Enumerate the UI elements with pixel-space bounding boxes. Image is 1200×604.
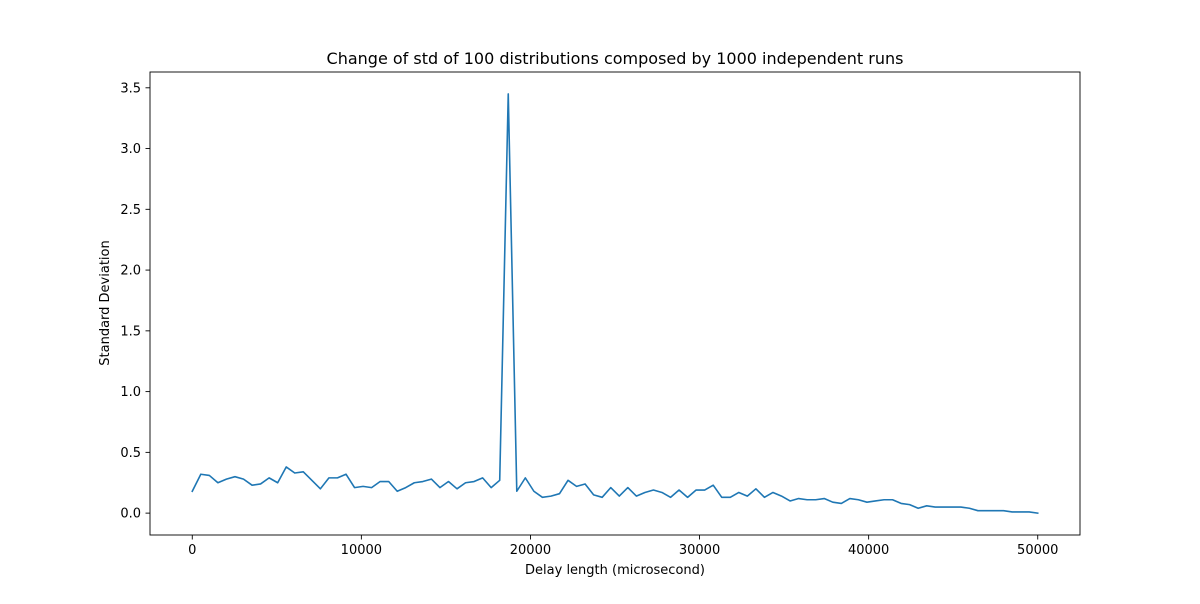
y-tick-label: 1.5 <box>120 324 141 339</box>
series-line-0 <box>191 93 1039 515</box>
plot-area <box>149 71 1081 536</box>
x-tick-label: 30000 <box>679 543 720 558</box>
y-tick-label: 0.5 <box>120 446 141 461</box>
y-tick-label: 3.0 <box>120 142 141 157</box>
x-tick-label: 0 <box>188 543 196 558</box>
x-tick-label: 10000 <box>341 543 382 558</box>
y-axis: 0.0 0.5 1.0 1.5 2.0 2.5 3.0 3.5 <box>120 81 150 522</box>
plot-frame <box>149 71 1081 536</box>
y-tick-label: 3.5 <box>120 81 141 96</box>
y-axis-label: Standard Deviation <box>98 240 113 365</box>
y-tick-label: 1.0 <box>120 385 141 400</box>
y-tick-label: 2.5 <box>120 203 141 218</box>
x-axis-label: Delay length (microsecond) <box>525 563 705 578</box>
y-tick-label: 2.0 <box>120 264 141 279</box>
x-axis: 0 10000 20000 30000 40000 50000 <box>188 535 1058 558</box>
x-tick-label: 40000 <box>848 543 889 558</box>
chart-title: Change of std of 100 distributions compo… <box>327 49 904 68</box>
x-tick-label: 20000 <box>510 543 551 558</box>
x-tick-label: 50000 <box>1017 543 1058 558</box>
y-tick-label: 0.0 <box>120 507 141 522</box>
